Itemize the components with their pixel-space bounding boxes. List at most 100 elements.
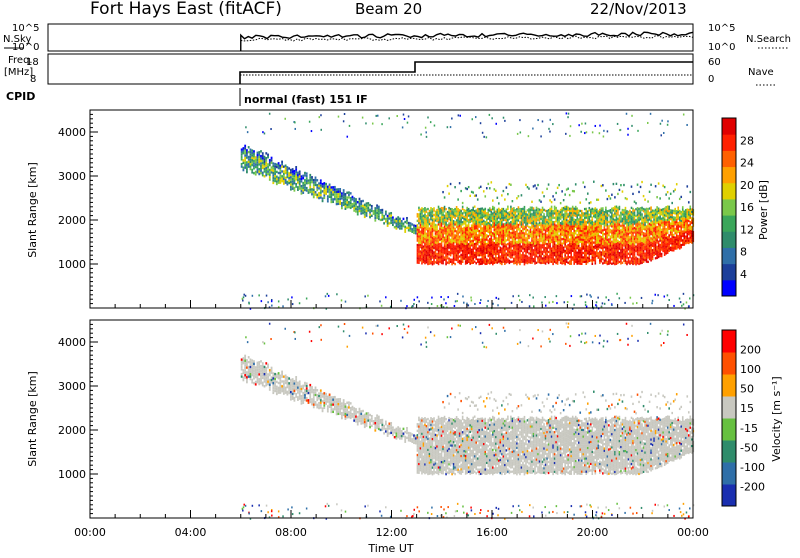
power-cell <box>582 236 584 238</box>
power-cell <box>302 192 304 194</box>
power-cell <box>608 234 610 236</box>
power-cell <box>664 221 666 223</box>
power-cell <box>392 219 394 221</box>
power-cell <box>591 254 593 256</box>
power-cell <box>625 246 627 248</box>
power-cell <box>610 229 612 231</box>
power-cell <box>465 214 467 216</box>
power-cell <box>468 223 470 225</box>
power-cell <box>483 226 485 228</box>
power-cell <box>459 220 461 222</box>
power-cell <box>271 157 273 159</box>
power-cell <box>528 187 530 189</box>
power-cell <box>629 221 631 223</box>
power-cell <box>549 239 551 241</box>
power-cell <box>647 248 649 250</box>
power-cell <box>579 256 581 258</box>
power-cell <box>360 200 362 202</box>
power-cell <box>604 255 606 257</box>
power-cell <box>564 234 566 236</box>
power-cell <box>426 250 428 252</box>
power-cell <box>647 239 649 241</box>
power-cell <box>638 245 640 247</box>
power-cell <box>595 242 597 244</box>
power-cell <box>272 172 274 174</box>
power-cell <box>622 231 624 233</box>
power-cell <box>322 190 324 192</box>
power-cell <box>423 250 425 252</box>
power-cell <box>475 214 477 216</box>
power-cell <box>637 236 639 238</box>
power-cell <box>462 252 464 254</box>
power-cell <box>665 243 667 245</box>
power-cell <box>492 250 494 252</box>
power-cell <box>685 242 687 244</box>
power-cell <box>601 218 603 220</box>
power-cell <box>512 219 514 221</box>
power-cell <box>519 263 521 265</box>
power-cell <box>602 231 604 233</box>
power-cell <box>655 229 657 231</box>
power-cell <box>515 233 517 235</box>
power-cell <box>530 233 532 235</box>
power-cell <box>489 251 491 253</box>
power-cell <box>668 245 670 247</box>
power-cell <box>613 236 615 238</box>
power-cell <box>579 221 581 223</box>
power-cell <box>686 185 688 187</box>
power-cell <box>605 220 607 222</box>
power-cell <box>667 120 669 122</box>
power-cell <box>531 222 533 224</box>
power-cell <box>501 212 503 214</box>
power-cell <box>445 212 447 214</box>
power-cell <box>420 224 422 226</box>
power-cell <box>579 223 581 225</box>
power-cell <box>435 248 437 250</box>
power-cell <box>599 231 601 233</box>
power-cell <box>658 245 660 247</box>
power-cell <box>588 222 590 224</box>
power-cell <box>563 216 565 218</box>
power-cell <box>650 231 652 233</box>
power-cell <box>500 211 502 213</box>
power-cell <box>659 197 661 199</box>
power-cell <box>564 237 566 239</box>
power-cell <box>575 256 577 258</box>
power-cell <box>457 217 459 219</box>
power-cell <box>599 211 601 213</box>
power-cell <box>463 255 465 257</box>
power-cell <box>638 214 640 216</box>
power-cell <box>688 213 690 215</box>
power-cell <box>601 223 603 225</box>
power-cell <box>613 233 615 235</box>
power-cell <box>495 261 497 263</box>
power-cell <box>632 239 634 241</box>
power-cell <box>595 260 597 262</box>
power-cell <box>477 223 479 225</box>
power-cell <box>566 230 568 232</box>
power-cell <box>590 213 592 215</box>
power-cell <box>608 245 610 247</box>
power-cell <box>555 235 557 237</box>
power-cell <box>614 259 616 261</box>
power-cell <box>540 233 542 235</box>
power-cell <box>453 251 455 253</box>
power-cell <box>472 231 474 233</box>
power-cell <box>500 238 502 240</box>
power-cell <box>441 209 443 211</box>
power-cell <box>662 223 664 225</box>
power-cell <box>646 210 648 212</box>
power-cell <box>474 217 476 219</box>
power-cell <box>506 213 508 215</box>
power-cell <box>484 212 486 214</box>
power-cell <box>649 256 651 258</box>
power-cell <box>599 251 601 253</box>
power-cell <box>528 259 530 261</box>
power-cell <box>578 234 580 236</box>
power-cell <box>560 240 562 242</box>
power-cell <box>689 223 691 225</box>
power-cell <box>590 201 592 203</box>
power-cell <box>533 223 535 225</box>
power-cell <box>264 168 266 170</box>
power-cell <box>551 228 553 230</box>
